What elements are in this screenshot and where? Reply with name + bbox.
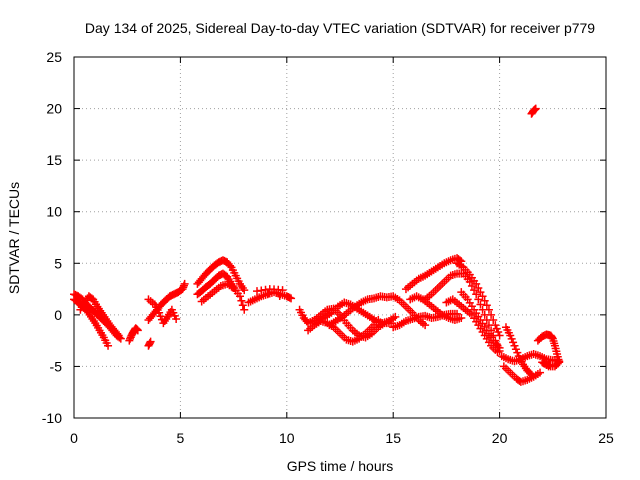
data-point — [240, 305, 249, 314]
data-point — [133, 326, 142, 335]
data-point — [278, 286, 287, 295]
data-point — [526, 369, 535, 378]
data-point — [476, 288, 485, 297]
data-point — [491, 321, 500, 330]
series-arc-5 — [144, 337, 155, 350]
x-tick-label: 25 — [598, 430, 614, 446]
y-tick-label: 5 — [54, 255, 62, 271]
data-point — [172, 314, 181, 323]
data-point — [240, 286, 249, 295]
y-tick-label: 0 — [54, 307, 62, 323]
series-arc-4 — [125, 324, 142, 345]
data-point — [510, 341, 519, 350]
y-tick-label: -10 — [42, 410, 62, 426]
data-point — [113, 329, 122, 338]
data-point — [513, 348, 522, 357]
data-point — [238, 301, 247, 310]
data-point — [494, 328, 503, 337]
data-point — [226, 261, 235, 270]
data-point — [472, 279, 481, 288]
data-point — [474, 295, 483, 304]
data-point — [492, 324, 501, 333]
data-point — [487, 310, 496, 319]
series-arc-26 — [533, 330, 564, 371]
data-point — [531, 104, 540, 113]
axis-ticks — [73, 56, 607, 419]
y-tick-label: 20 — [46, 101, 62, 117]
x-axis-label: GPS time / hours — [287, 458, 394, 474]
x-tick-label: 15 — [385, 430, 401, 446]
data-point — [155, 308, 164, 317]
data-point — [546, 361, 555, 370]
x-tick-label: 0 — [70, 430, 78, 446]
data-point — [180, 279, 189, 288]
data-point — [421, 321, 430, 330]
data-points — [70, 104, 564, 386]
grid-lines — [74, 57, 606, 418]
data-point — [480, 296, 489, 305]
data-point — [467, 281, 476, 290]
series-arc-7 — [144, 295, 181, 328]
data-point — [507, 334, 516, 343]
x-tick-label: 5 — [177, 430, 185, 446]
data-point — [482, 301, 491, 310]
data-point — [506, 331, 515, 340]
y-tick-label: 15 — [46, 152, 62, 168]
x-tick-label: 10 — [279, 430, 295, 446]
data-point — [287, 294, 296, 303]
series-arc-11 — [244, 285, 296, 307]
y-tick-label: 10 — [46, 204, 62, 220]
series-arc-10 — [197, 279, 249, 314]
data-point — [470, 286, 479, 295]
data-point — [146, 337, 155, 346]
series-arc-21 — [442, 295, 502, 356]
data-point — [536, 368, 545, 377]
data-point — [457, 313, 466, 322]
data-point — [509, 338, 518, 347]
series-arc-27 — [527, 104, 540, 118]
y-tick-label: -5 — [50, 358, 63, 374]
y-axis-label: SDTVAR / TECUs — [6, 182, 22, 294]
y-tick-labels: -10 -5 0 5 10 15 20 25 — [42, 49, 62, 426]
data-point — [495, 343, 504, 352]
data-point — [489, 316, 498, 325]
data-point — [235, 292, 244, 301]
series-arc-25 — [501, 323, 536, 379]
data-point — [465, 277, 474, 286]
x-tick-label: 20 — [492, 430, 508, 446]
data-point — [104, 341, 113, 350]
data-point — [391, 312, 400, 321]
series-arc-3 — [76, 292, 123, 340]
data-point — [275, 291, 284, 300]
data-point — [114, 331, 123, 340]
chart-title: Day 134 of 2025, Sidereal Day-to-day VTE… — [85, 20, 595, 36]
data-point — [527, 370, 536, 379]
plot-frame — [73, 56, 607, 419]
data-point — [472, 290, 481, 299]
data-point — [484, 305, 493, 314]
data-point — [474, 284, 483, 293]
series-arc-8 — [193, 256, 249, 295]
x-tick-labels: 0 5 10 15 20 25 — [70, 430, 614, 446]
data-point — [511, 345, 520, 354]
data-point — [478, 292, 487, 301]
data-point — [495, 331, 504, 340]
series-arc-22 — [457, 288, 504, 352]
data-point — [237, 296, 246, 305]
y-tick-label: 25 — [46, 49, 62, 65]
series-arc-15 — [314, 298, 400, 328]
series-arc-6 — [144, 279, 189, 325]
series-arc-20 — [453, 259, 504, 340]
data-point — [156, 312, 165, 321]
